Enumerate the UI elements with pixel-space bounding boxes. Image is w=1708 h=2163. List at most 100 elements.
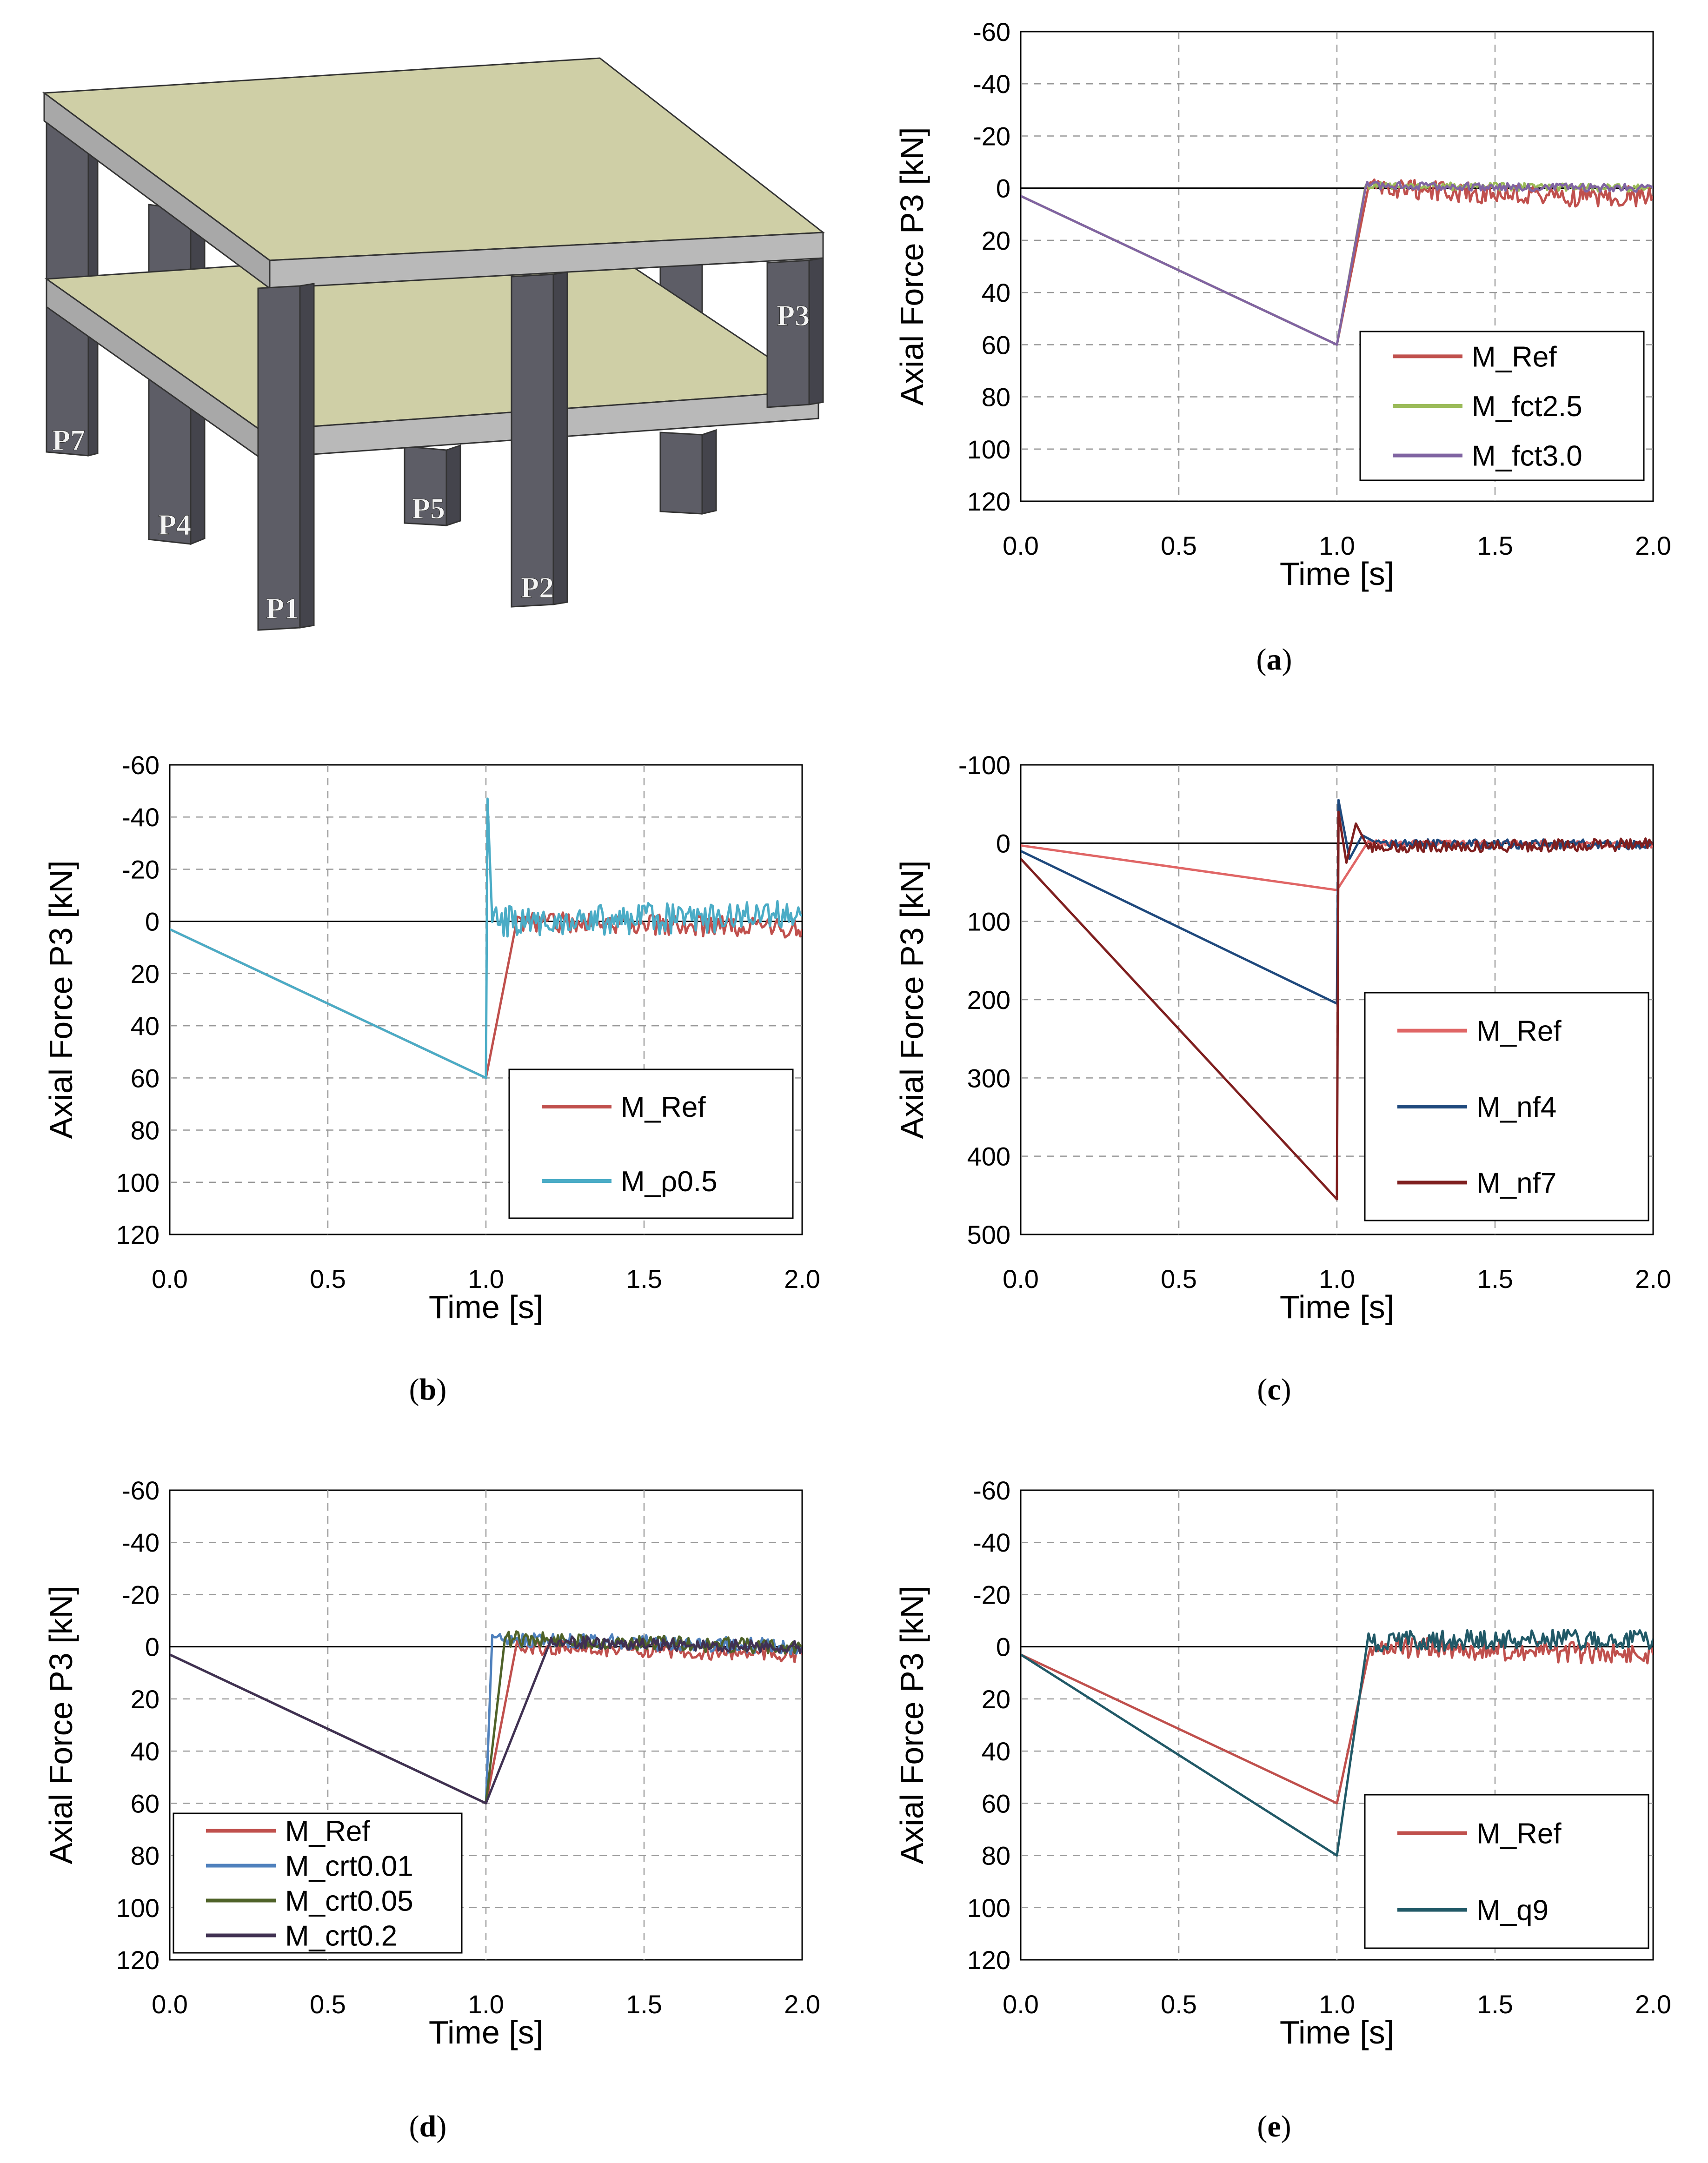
y-tick-label: 60	[131, 1789, 160, 1818]
y-tick-label: 80	[131, 1116, 160, 1145]
panel-caption: (b)	[409, 1373, 447, 1407]
y-tick-label: 100	[967, 907, 1010, 936]
series-group	[170, 1630, 802, 1805]
chart-a: -60 -40 -20 0 20 40 60 80 100 120 0.0 0.5 1.0 1.5 2.0 T…	[894, 17, 1671, 677]
legend-label: M_Ref	[285, 1816, 370, 1848]
y-tick-label: -20	[122, 1580, 160, 1609]
x-tick-label: 1.5	[626, 1264, 662, 1294]
y-tick-label: 40	[131, 1011, 160, 1041]
x-tick-label: 2.0	[1635, 1264, 1671, 1294]
y-tick-label: 20	[131, 959, 160, 989]
legend-label: M_crt0.01	[285, 1851, 413, 1883]
legend: M_Ref M_nf4 M_nf7	[1364, 992, 1649, 1221]
x-axis-label: Time [s]	[1280, 1289, 1394, 1325]
x-tick-label: 1.0	[468, 1990, 504, 2019]
structure-model: P7 P4 P5 P1 P2 P3	[42, 57, 825, 631]
y-tick-label: 400	[967, 1142, 1010, 1171]
x-tick-label: 1.0	[468, 1264, 504, 1294]
series-line-M_Ref	[1021, 1636, 1653, 1805]
column-p3-side	[808, 257, 824, 405]
x-axis-label: Time [s]	[429, 2014, 543, 2050]
legend-label: M_Ref	[1476, 1015, 1562, 1048]
y-tick-label: 60	[982, 1789, 1010, 1818]
y-tick-label: 20	[982, 226, 1010, 255]
column-p5-side	[445, 444, 461, 527]
y-tick-label: 20	[131, 1685, 160, 1714]
column-p6	[659, 431, 703, 515]
series-line-M_crt0.2	[170, 1635, 802, 1805]
legend-label: M_crt0.05	[285, 1885, 413, 1918]
y-tick-label: 20	[982, 1685, 1010, 1714]
x-tick-label: 1.0	[1319, 1264, 1355, 1294]
series-group	[1021, 799, 1653, 1201]
panel-caption: (d)	[409, 2110, 447, 2143]
x-tick-label: 1.5	[1477, 1264, 1513, 1294]
y-tick-label: 0	[996, 1632, 1010, 1662]
legend-box	[173, 1812, 463, 1954]
y-tick-label: 40	[982, 278, 1010, 307]
y-tick-label: 80	[131, 1841, 160, 1871]
y-tick-label: -40	[122, 803, 160, 832]
panel-caption: (e)	[1257, 2110, 1291, 2143]
legend-box	[508, 1068, 794, 1219]
y-tick-label: -40	[973, 1528, 1010, 1557]
y-tick-label: -60	[973, 17, 1010, 46]
y-tick-label: -20	[122, 855, 160, 884]
y-tick-label: 120	[967, 487, 1010, 516]
panel-caption: (a)	[1256, 643, 1292, 677]
x-tick-label: 0.5	[1161, 1264, 1197, 1294]
x-tick-label: 0.0	[1003, 531, 1039, 560]
y-tick-label: 0	[145, 1632, 160, 1662]
x-tick-label: 0.0	[1003, 1264, 1039, 1294]
column-p3	[766, 259, 810, 408]
x-tick-label: 0.5	[1161, 531, 1197, 560]
y-tick-label: 40	[131, 1737, 160, 1766]
chart-d: -60 -40 -20 0 20 40 60 80 100 120 0.0 0.5 1.0 1.5 2.0 T…	[43, 1476, 820, 2143]
x-tick-label: 1.5	[1477, 1990, 1513, 2019]
y-tick-label: -40	[122, 1528, 160, 1557]
chart-c: -100 0 100 200 300 400 500 0.0 0.5 1.0 1.5 2.0 Time …	[894, 750, 1671, 1407]
x-tick-label: 1.5	[1477, 531, 1513, 560]
legend-label: M_q9	[1476, 1895, 1548, 1927]
y-tick-label: 100	[116, 1893, 160, 1923]
y-tick-label: 100	[967, 1893, 1010, 1923]
x-tick-label: 0.0	[1003, 1990, 1039, 2019]
x-tick-label: 2.0	[784, 1990, 820, 2019]
chart-e: -60 -40 -20 0 20 40 60 80 100 120 0.0 0.5 1.0 1.5 2.0 T…	[894, 1476, 1671, 2143]
legend-label: M_Ref	[621, 1091, 706, 1123]
x-tick-label: 1.0	[1319, 1990, 1355, 2019]
label-p3: P3	[777, 299, 810, 332]
x-tick-label: 1.0	[1319, 531, 1355, 560]
label-p5: P5	[412, 492, 445, 525]
series-group	[1021, 1629, 1653, 1857]
x-tick-label: 0.0	[152, 1264, 188, 1294]
y-axis-label: Axial Force P3 [kN]	[894, 127, 930, 405]
label-p2: P2	[521, 571, 554, 604]
legend-label: M_Ref	[1476, 1818, 1562, 1850]
series-line-M_q9	[1021, 1629, 1653, 1857]
label-p4: P4	[158, 508, 191, 541]
x-tick-label: 0.5	[310, 1990, 346, 2019]
legend-label: M_fct3.0	[1472, 440, 1582, 472]
label-p7: P7	[52, 424, 85, 457]
y-tick-label: -20	[973, 1580, 1010, 1609]
series-group	[1021, 178, 1653, 346]
column-p1	[257, 285, 301, 631]
y-tick-label: 0	[996, 829, 1010, 858]
legend-label: M_nf7	[1476, 1167, 1556, 1199]
column-p6-side	[701, 429, 717, 515]
x-axis-label: Time [s]	[429, 1289, 543, 1325]
legend-label: M_Ref	[1472, 341, 1557, 373]
x-tick-label: 2.0	[784, 1264, 820, 1294]
legend-label: M_fct2.5	[1472, 391, 1582, 423]
y-axis-label: Axial Force P3 [kN]	[894, 860, 930, 1139]
x-tick-label: 2.0	[1635, 531, 1671, 560]
column-p2	[511, 273, 554, 608]
legend-label: M_nf4	[1476, 1091, 1556, 1123]
column-p2-side	[552, 271, 568, 605]
y-tick-label: 120	[116, 1945, 160, 1975]
y-tick-label: 120	[967, 1945, 1010, 1975]
x-axis-label: Time [s]	[1280, 2014, 1394, 2050]
series-line-M_ρ0.5	[170, 797, 802, 1079]
